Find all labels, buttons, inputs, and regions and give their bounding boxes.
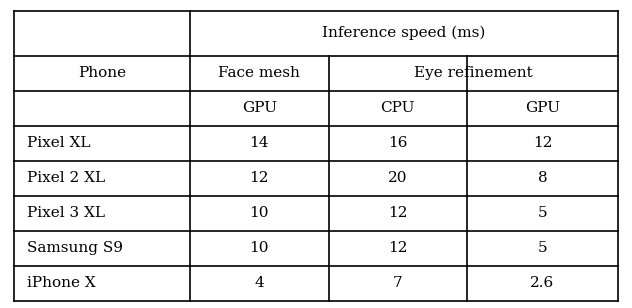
Text: 16: 16 bbox=[388, 136, 408, 150]
Text: Pixel 2 XL: Pixel 2 XL bbox=[27, 171, 105, 185]
Text: 12: 12 bbox=[533, 136, 552, 150]
Text: iPhone X: iPhone X bbox=[27, 276, 95, 290]
Text: GPU: GPU bbox=[242, 101, 277, 116]
Text: 10: 10 bbox=[250, 206, 269, 220]
Text: 4: 4 bbox=[255, 276, 264, 290]
Text: Pixel XL: Pixel XL bbox=[27, 136, 90, 150]
Text: Samsung S9: Samsung S9 bbox=[27, 241, 123, 255]
Text: CPU: CPU bbox=[380, 101, 415, 116]
Text: 12: 12 bbox=[388, 206, 408, 220]
Text: 10: 10 bbox=[250, 241, 269, 255]
Text: 5: 5 bbox=[538, 241, 547, 255]
Text: 8: 8 bbox=[538, 171, 547, 185]
Text: Phone: Phone bbox=[78, 67, 126, 80]
Text: 12: 12 bbox=[388, 241, 408, 255]
Text: Face mesh: Face mesh bbox=[219, 67, 300, 80]
Text: 12: 12 bbox=[250, 171, 269, 185]
Text: Pixel 3 XL: Pixel 3 XL bbox=[27, 206, 104, 220]
Text: 14: 14 bbox=[250, 136, 269, 150]
Text: Eye refinement: Eye refinement bbox=[414, 67, 533, 80]
Text: Inference speed (ms): Inference speed (ms) bbox=[322, 26, 486, 40]
Text: 20: 20 bbox=[388, 171, 408, 185]
Text: 5: 5 bbox=[538, 206, 547, 220]
Text: 2.6: 2.6 bbox=[530, 276, 555, 290]
Text: GPU: GPU bbox=[525, 101, 560, 116]
Text: 7: 7 bbox=[393, 276, 403, 290]
